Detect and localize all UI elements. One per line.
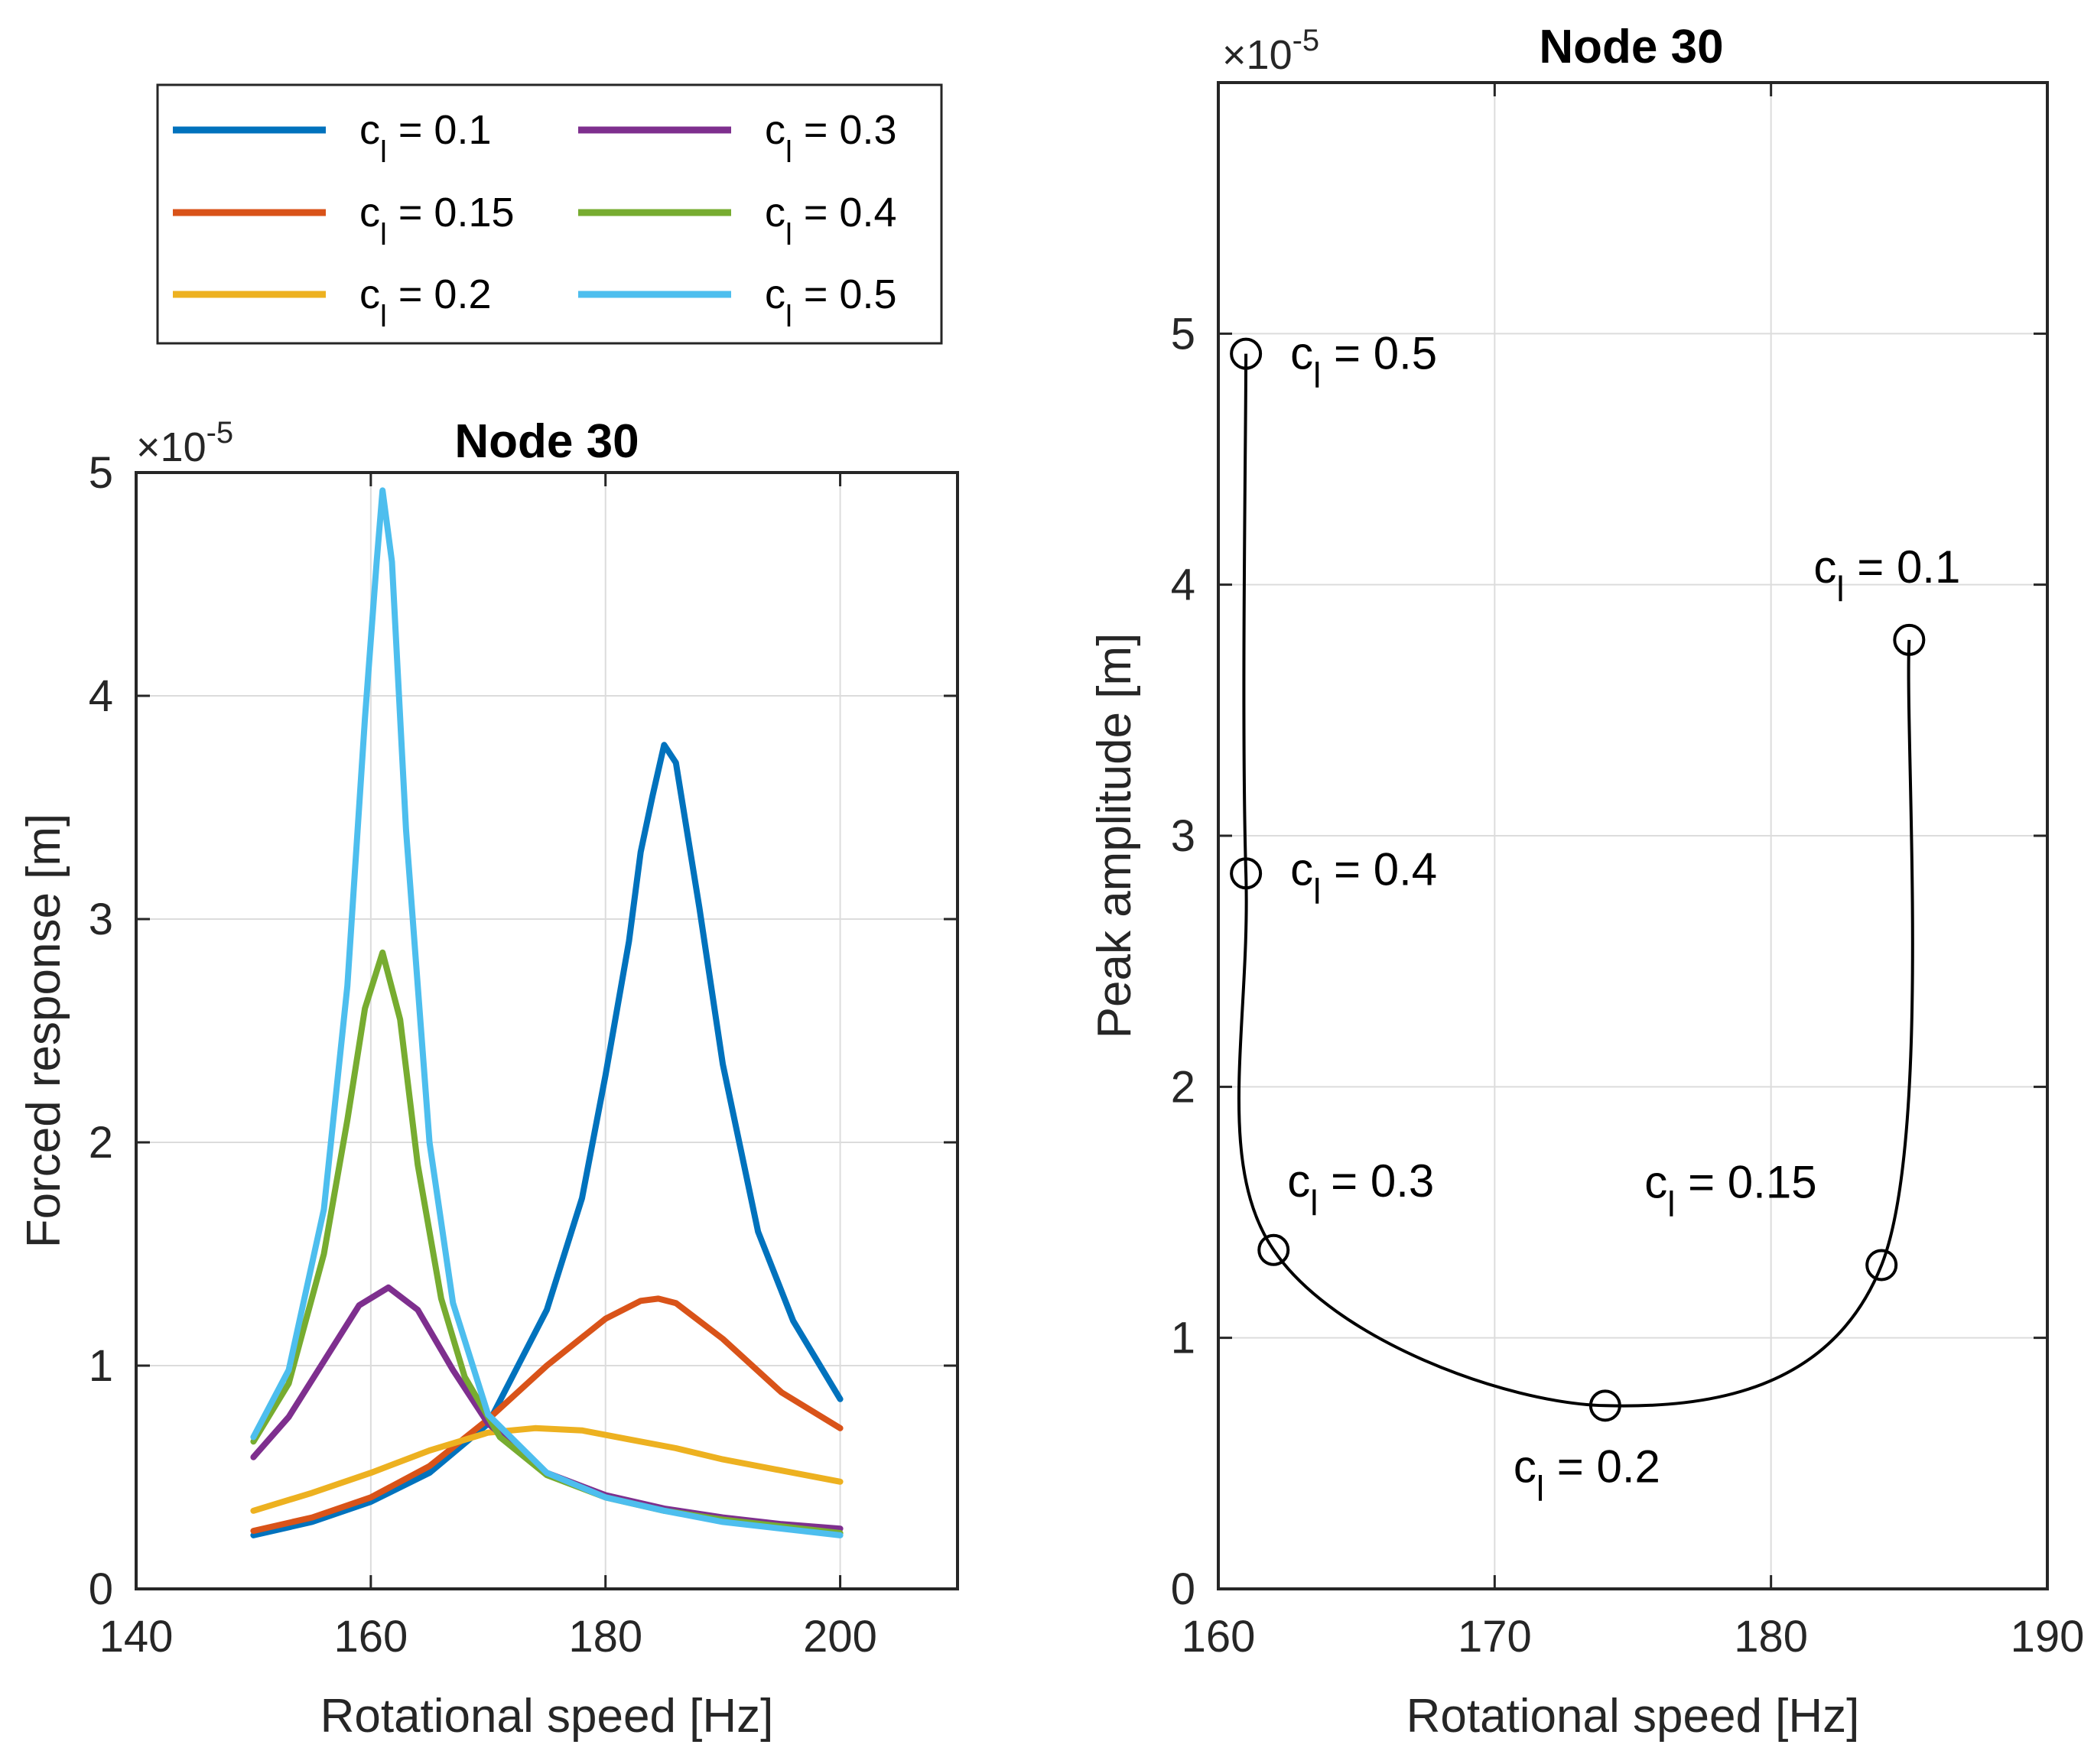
y-tick-label: 3 (89, 895, 113, 944)
legend-label-1: cl = 0.15 (359, 190, 515, 252)
series-line-0 (250, 742, 844, 1538)
x-tick-label: 180 (1734, 1612, 1808, 1662)
point-label-1: cl = 0.15 (1644, 1156, 1816, 1223)
series-line-1 (250, 1295, 844, 1535)
peak-marker-2 (1588, 1389, 1621, 1422)
series-line-2 (250, 1425, 844, 1514)
x-axis-label: Rotational speed [Hz] (320, 1690, 774, 1743)
x-tick-label: 140 (99, 1612, 174, 1662)
peak-marker-4 (1230, 857, 1263, 890)
legend-label-3: cl = 0.3 (765, 107, 897, 169)
series-line-3 (250, 1284, 844, 1532)
series-line-5 (250, 487, 844, 1538)
x-axis-label: Rotational speed [Hz] (1406, 1690, 1860, 1743)
axes-box (135, 471, 959, 1590)
y-tick-label: 1 (89, 1341, 113, 1391)
y-tick-label: 3 (1171, 811, 1195, 861)
y-tick-label: 1 (1171, 1314, 1195, 1363)
y-tick-label: 0 (1171, 1564, 1195, 1614)
x-tick-label: 160 (333, 1612, 408, 1662)
point-label-0: cl = 0.1 (1813, 541, 1960, 609)
x-tick-label: 190 (2011, 1612, 2085, 1662)
y-tick-label: 2 (89, 1118, 113, 1168)
legend-label-4: cl = 0.4 (765, 190, 897, 252)
y-tick-label: 0 (89, 1564, 113, 1614)
y-tick-label: 2 (1171, 1062, 1195, 1112)
y-tick-label: 5 (1171, 309, 1195, 359)
legend-label-2: cl = 0.2 (359, 271, 492, 333)
y-tick-label: 5 (89, 448, 113, 498)
x-tick-label: 200 (803, 1612, 877, 1662)
peak-marker-5 (1230, 337, 1263, 370)
chart-title: Node 30 (454, 415, 639, 468)
peak-curve (1237, 353, 1914, 1408)
point-label-3: cl = 0.3 (1287, 1155, 1434, 1223)
x-tick-label: 180 (568, 1612, 642, 1662)
point-label-4: cl = 0.4 (1290, 843, 1437, 911)
y-tick-label: 4 (1171, 560, 1195, 610)
x-tick-label: 170 (1458, 1612, 1532, 1662)
y-axis-label: Peak amplitude [m] (1088, 633, 1141, 1039)
point-label-2: cl = 0.2 (1514, 1441, 1660, 1508)
peak-marker-1 (1865, 1249, 1898, 1282)
legend-label-0: cl = 0.1 (359, 107, 492, 169)
y-tick-label: 4 (89, 671, 113, 721)
left-chart: 140 160 180 200 0 1 2 3 4 5 ×10-5 Node 30 Rotational… (18, 83, 959, 1743)
legend-label-5: cl = 0.5 (765, 271, 897, 333)
right-chart: 160 170 180 190 0 1 2 3 4 5 ×10-5 Node 30 Rotational… (1088, 21, 2084, 1743)
peak-marker-3 (1257, 1233, 1290, 1266)
y-axis-label: Forced response [m] (18, 814, 70, 1249)
peak-marker-0 (1893, 623, 1926, 656)
legend: cl = 0.1 cl = 0.15 cl = 0.2 cl = 0.3 cl = 0.… (156, 83, 943, 345)
exponent-label: ×10-5 (1222, 24, 1319, 78)
exponent-label: ×10-5 (136, 416, 233, 470)
chart-title: Node 30 (1539, 21, 1723, 73)
x-tick-label: 160 (1182, 1612, 1256, 1662)
point-label-5: cl = 0.5 (1290, 328, 1437, 395)
